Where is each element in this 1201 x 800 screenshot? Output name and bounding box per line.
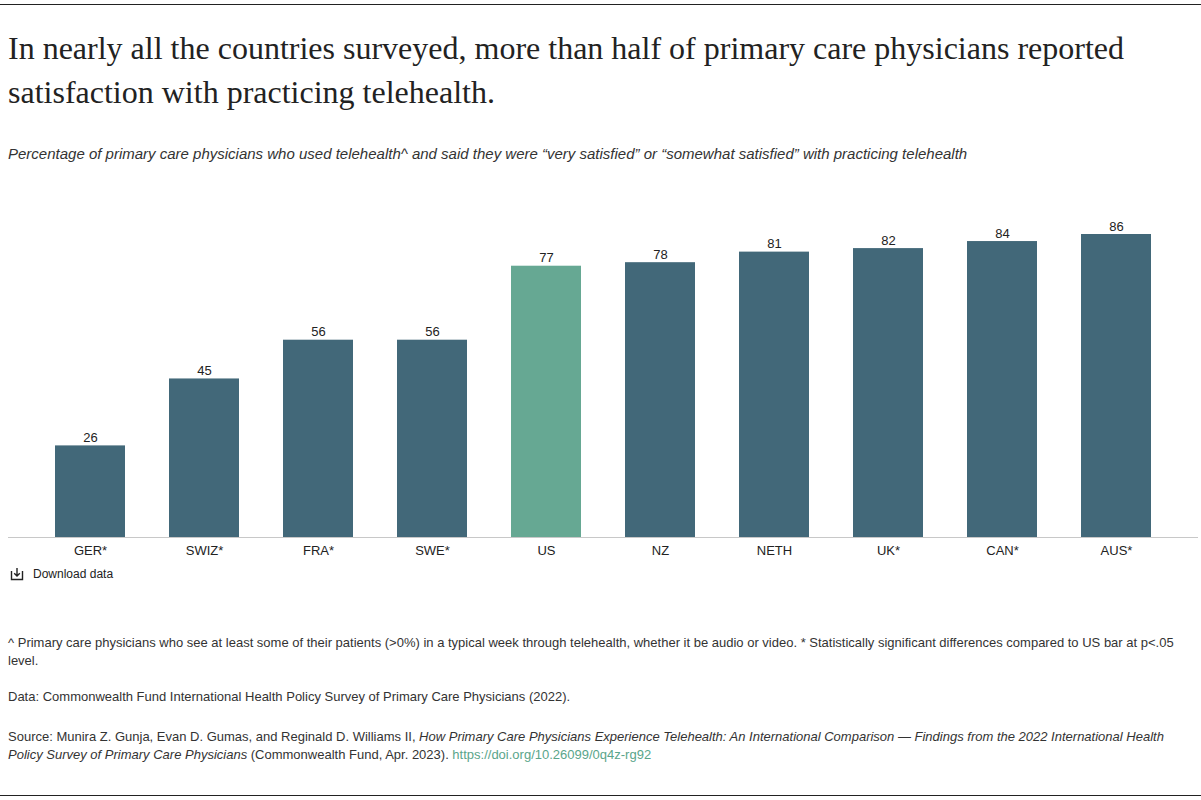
svg-text:NETH: NETH <box>757 543 792 558</box>
html-text:^ Primary care physicians who: ^ Primary care physicians who see at lea… <box>8 635 1174 668</box>
html-text:Download data: Download data <box>33 567 114 581</box>
svg-text:SWIZ*: SWIZ* <box>186 543 224 558</box>
svg-text:86: 86 <box>1109 219 1123 234</box>
html-text:Source: Munira Z. Gunja, Evan: Source: Munira Z. Gunja, Evan D. Gumas, … <box>8 729 1164 762</box>
html-text:Percentage of primary care phy: Percentage of primary care physicians wh… <box>8 145 968 162</box>
svg-text:NZ: NZ <box>652 543 669 558</box>
svg-text:56: 56 <box>425 324 439 339</box>
html-text:Data: Commonwealth Fund Intern: Data: Commonwealth Fund International He… <box>8 689 571 704</box>
svg-text:UK*: UK* <box>877 543 900 558</box>
svg-text:78: 78 <box>653 247 667 262</box>
svg-text:GER*: GER* <box>74 543 107 558</box>
svg-text:77: 77 <box>539 250 553 265</box>
svg-text:26: 26 <box>83 430 97 445</box>
svg-text:81: 81 <box>767 236 781 251</box>
svg-text:45: 45 <box>197 363 211 378</box>
svg-text:56: 56 <box>311 324 325 339</box>
svg-text:SWE*: SWE* <box>415 543 450 558</box>
svg-text:82: 82 <box>881 233 895 248</box>
svg-text:US: US <box>537 543 555 558</box>
svg-text:AUS*: AUS* <box>1101 543 1133 558</box>
svg-text:84: 84 <box>995 226 1009 241</box>
html-text:In nearly all the countries su: In nearly all the countries surveyed, mo… <box>8 30 1124 110</box>
svg-text:CAN*: CAN* <box>986 543 1019 558</box>
svg-text:FRA*: FRA* <box>303 543 334 558</box>
